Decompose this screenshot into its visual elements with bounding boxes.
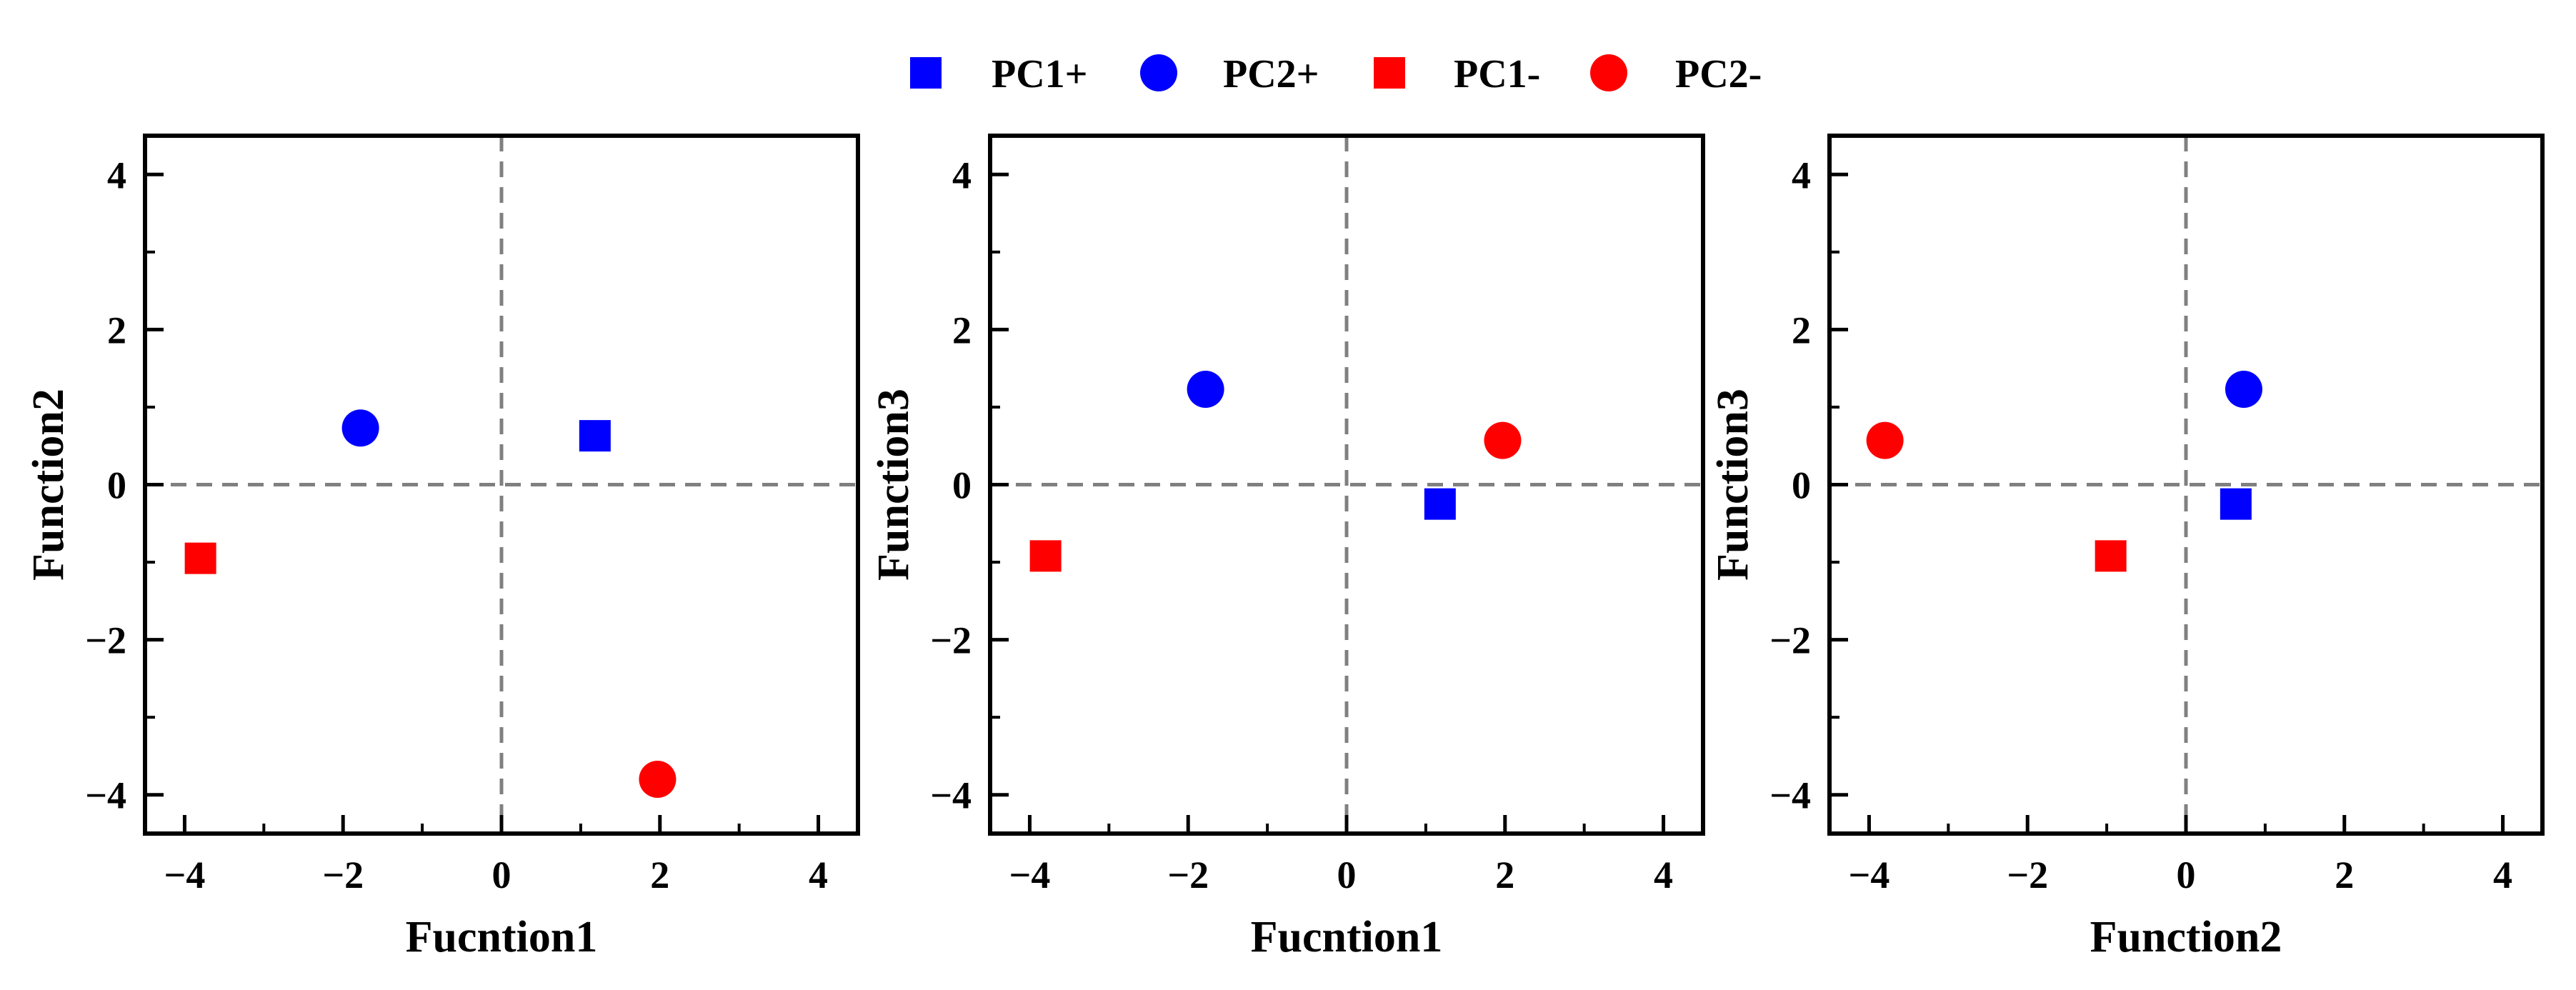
- legend-marker-pc2neg: [1590, 54, 1627, 91]
- scatter-panel-3: −4 −2 0 2 4 −4 −2 0 2 4 Function2 Function3: [1709, 134, 2545, 961]
- point-pc2pos: [341, 409, 379, 447]
- x-tick-label: 0: [492, 854, 511, 896]
- y-tick-label: −4: [85, 774, 126, 817]
- x-tick-label: 4: [1654, 854, 1673, 896]
- x-tick-label: 2: [650, 854, 669, 896]
- y-tick-label: 2: [952, 309, 972, 351]
- x-axis-title: Fucntion1: [406, 913, 598, 961]
- legend-label-pc2neg: PC2-: [1675, 52, 1762, 96]
- y-tick-label: −4: [930, 774, 972, 817]
- y-tick-label: 4: [107, 154, 126, 196]
- legend-label-pc1pos: PC1+: [992, 52, 1088, 96]
- y-tick-label: 0: [107, 464, 126, 507]
- point-pc1neg: [184, 542, 216, 574]
- scatter-panel-2: −4 −2 0 2 4 −4 −2 0 2 4 Fucntion1 Function3: [869, 134, 1705, 961]
- y-axis-title: Function3: [869, 389, 918, 581]
- x-axis-title: Fucntion1: [1251, 913, 1443, 961]
- x-tick-label: −2: [322, 854, 364, 896]
- point-pc2neg: [639, 761, 677, 799]
- x-tick-label: 2: [1495, 854, 1514, 896]
- point-pc2neg: [1484, 421, 1522, 459]
- x-tick-label: 4: [809, 854, 828, 896]
- y-tick-label: 2: [1792, 309, 1811, 351]
- y-tick-label: −2: [85, 619, 126, 662]
- y-tick-label: 4: [1792, 154, 1811, 196]
- y-tick-label: 0: [952, 464, 972, 507]
- x-tick-label: −2: [2007, 854, 2048, 896]
- y-tick-label: −2: [930, 619, 972, 662]
- x-tick-label: −2: [1167, 854, 1209, 896]
- x-tick-label: 2: [2335, 854, 2354, 896]
- y-tick-label: 2: [107, 309, 126, 351]
- point-pc2pos: [1187, 370, 1224, 408]
- scatter-panel-1: −4 −2 0 2 4 −4 −2 0 2 4 Fucntion1 Function2: [24, 134, 860, 961]
- y-tick-label: 4: [952, 154, 972, 196]
- y-axis-title: Function2: [24, 389, 73, 581]
- x-tick-label: 4: [2493, 854, 2512, 896]
- point-pc1pos: [2220, 488, 2252, 520]
- y-tick-label: 0: [1792, 464, 1811, 507]
- legend-label-pc1neg: PC1-: [1454, 52, 1540, 96]
- y-tick-label: −4: [1769, 774, 1811, 817]
- y-axis-title: Function3: [1709, 389, 1757, 581]
- point-pc1neg: [1029, 540, 1062, 572]
- x-tick-label: −4: [164, 854, 206, 896]
- x-tick-label: −4: [1849, 854, 1890, 896]
- x-tick-label: −4: [1009, 854, 1051, 896]
- x-tick-label: 0: [2177, 854, 2196, 896]
- legend: PC1+ PC2+ PC1- PC2-: [910, 52, 1762, 96]
- legend-marker-pc2pos: [1140, 54, 1177, 91]
- point-pc1pos: [1424, 488, 1456, 520]
- y-tick-label: −2: [1769, 619, 1811, 662]
- point-pc2neg: [1866, 421, 1904, 459]
- point-pc1neg: [2095, 540, 2127, 572]
- legend-label-pc2pos: PC2+: [1223, 52, 1319, 96]
- x-axis-title: Function2: [2090, 913, 2282, 961]
- point-pc2pos: [2225, 370, 2262, 408]
- x-tick-label: 0: [1337, 854, 1357, 896]
- point-pc1pos: [579, 420, 611, 452]
- legend-marker-pc1neg: [1374, 57, 1405, 89]
- legend-marker-pc1pos: [910, 57, 942, 89]
